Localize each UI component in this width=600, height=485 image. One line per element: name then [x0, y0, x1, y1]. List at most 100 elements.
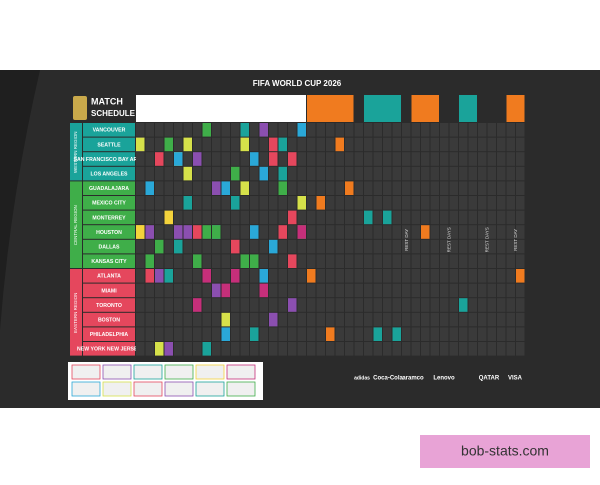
grid-cell — [383, 152, 392, 166]
match-cell — [250, 152, 259, 166]
group-box — [102, 381, 132, 397]
match-cell — [145, 225, 154, 239]
city-name: SAN FRANCISCO BAY AREA — [74, 157, 145, 163]
grid-cell — [354, 254, 363, 268]
grid-cell — [136, 269, 145, 283]
grid-cell — [497, 283, 506, 298]
match-cell — [278, 181, 287, 195]
grid-cell — [164, 166, 173, 181]
grid-cell — [468, 342, 477, 356]
grid-cell — [373, 298, 382, 312]
stage-header — [136, 95, 306, 122]
grid-cell — [297, 152, 306, 166]
grid-cell — [487, 327, 496, 341]
grid-cell — [506, 181, 515, 195]
grid-cell — [202, 327, 211, 341]
grid-cell — [307, 181, 316, 195]
grid-cell — [221, 137, 230, 152]
city-cell — [83, 225, 135, 239]
grid-cell — [136, 312, 145, 327]
grid-cell — [193, 166, 202, 181]
grid-cell — [145, 210, 154, 225]
match-cell — [183, 196, 192, 210]
grid-cell — [259, 312, 268, 327]
grid-cell — [497, 166, 506, 181]
grid-cell — [373, 181, 382, 195]
grid-cell — [335, 239, 344, 254]
grid-cell — [231, 152, 240, 166]
grid-cell — [212, 254, 221, 268]
grid-cell — [459, 254, 468, 268]
match-cell — [459, 298, 468, 312]
grid-cell — [155, 196, 164, 210]
match-cell — [221, 327, 230, 341]
grid-cell — [231, 210, 240, 225]
grid-cell — [269, 123, 278, 137]
grid-cell — [288, 283, 297, 298]
grid-cell — [183, 152, 192, 166]
grid-cell — [449, 312, 458, 327]
match-cell — [240, 181, 249, 195]
grid-cell — [297, 269, 306, 283]
grid-cell — [335, 210, 344, 225]
grid-cell — [269, 210, 278, 225]
region-label: EASTERN REGION — [73, 293, 78, 333]
grid-cell — [202, 210, 211, 225]
grid-cell — [164, 196, 173, 210]
city-cell — [83, 137, 135, 152]
grid-cell — [478, 166, 487, 181]
grid-cell — [316, 210, 325, 225]
grid-cell — [193, 342, 202, 356]
grid-cell — [402, 123, 411, 137]
grid-cell — [373, 269, 382, 283]
grid-cell — [497, 342, 506, 356]
grid-cell — [164, 327, 173, 341]
match-cell — [240, 123, 249, 137]
grid-cell — [430, 254, 439, 268]
rest-day: REST DAY — [404, 229, 409, 251]
grid-cell — [307, 225, 316, 239]
grid-cell — [411, 239, 420, 254]
grid-cell — [459, 225, 468, 239]
grid-cell — [231, 181, 240, 195]
grid-cell — [516, 152, 525, 166]
grid-cell — [497, 269, 506, 283]
grid-cell — [269, 327, 278, 341]
match-cell — [278, 137, 287, 152]
grid-cell — [392, 342, 401, 356]
grid-cell — [506, 210, 515, 225]
match-cell — [297, 196, 306, 210]
grid-cell — [468, 166, 477, 181]
grid-cell — [193, 196, 202, 210]
grid-cell — [164, 283, 173, 298]
match-cell — [288, 210, 297, 225]
grid-cell — [487, 196, 496, 210]
grid-cell — [383, 123, 392, 137]
grid-cell — [326, 298, 335, 312]
grid-cell — [212, 269, 221, 283]
grid-cell — [183, 254, 192, 268]
grid-cell — [392, 123, 401, 137]
grid-cell — [307, 342, 316, 356]
match-cell — [250, 225, 259, 239]
grid-cell — [392, 152, 401, 166]
poster-shade — [0, 70, 40, 330]
grid-cell — [316, 298, 325, 312]
grid-cell — [364, 342, 373, 356]
grid-cell — [288, 181, 297, 195]
grid-cell — [174, 181, 183, 195]
grid-cell — [402, 137, 411, 152]
city-name: DALLAS — [98, 244, 120, 250]
grid-cell — [402, 254, 411, 268]
match-cell — [212, 181, 221, 195]
grid-cell — [269, 283, 278, 298]
city-cell — [83, 298, 135, 312]
grid-cell — [155, 166, 164, 181]
grid-cell — [183, 342, 192, 356]
grid-cell — [440, 327, 449, 341]
grid-cell — [278, 239, 287, 254]
grid-cell — [402, 152, 411, 166]
city-cell — [83, 239, 135, 254]
grid-cell — [373, 342, 382, 356]
grid-cell — [145, 196, 154, 210]
